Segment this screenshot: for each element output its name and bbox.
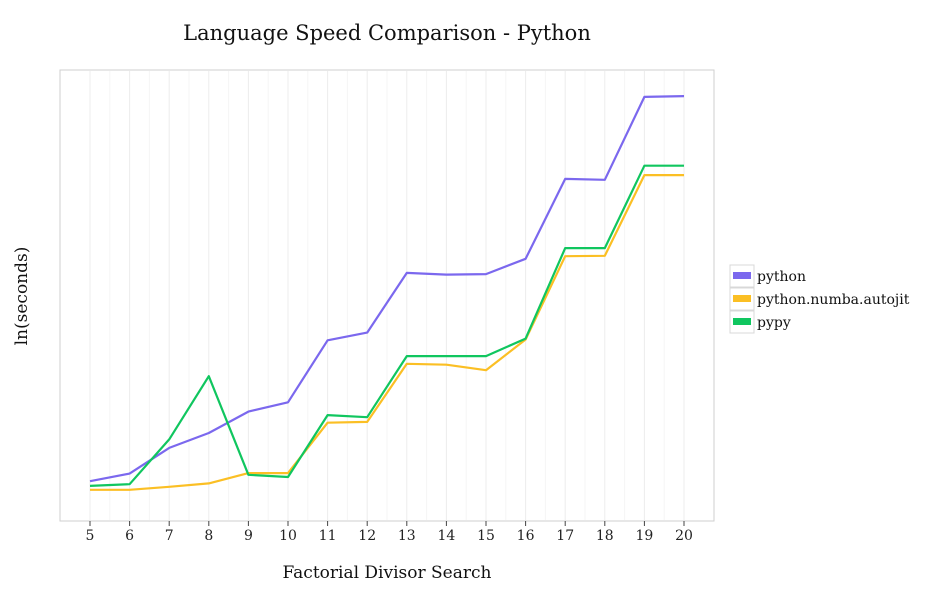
legend-swatch bbox=[733, 272, 751, 279]
x-tick-label: 9 bbox=[244, 528, 253, 544]
series-line-pypy bbox=[89, 164, 684, 487]
x-axis: 5 6 7 8 9 10 11 12 13 14 15 16 17 18 19 20 bbox=[86, 521, 693, 544]
series-line-python bbox=[89, 95, 685, 483]
gridlines bbox=[89, 71, 685, 520]
x-tick-label: 15 bbox=[477, 528, 495, 544]
x-tick-label: 16 bbox=[517, 528, 535, 544]
legend: python python.numba.autojit pypy bbox=[729, 264, 910, 334]
x-tick-label: 8 bbox=[204, 528, 213, 544]
x-tick-label: 19 bbox=[635, 528, 653, 544]
series-lines bbox=[89, 95, 685, 491]
series-line-python-numba-autojit bbox=[90, 174, 684, 491]
x-tick-label: 14 bbox=[437, 528, 455, 544]
legend-label: python bbox=[757, 269, 806, 285]
x-tick-label: 10 bbox=[279, 528, 297, 544]
x-tick-label: 18 bbox=[596, 528, 614, 544]
chart-title: Language Speed Comparison - Python bbox=[183, 21, 591, 45]
plot-area bbox=[59, 69, 715, 522]
legend-swatch bbox=[733, 318, 751, 325]
x-tick-label: 20 bbox=[675, 528, 693, 544]
x-tick-label: 12 bbox=[358, 528, 376, 544]
x-tick-label: 13 bbox=[398, 528, 416, 544]
legend-label: python.numba.autojit bbox=[757, 292, 910, 308]
legend-swatch bbox=[733, 295, 751, 302]
x-tick-label: 5 bbox=[86, 528, 95, 544]
x-tick-label: 7 bbox=[165, 528, 174, 544]
y-axis-title: ln(seconds) bbox=[12, 247, 32, 346]
x-tick-label: 17 bbox=[556, 528, 574, 544]
x-tick-label: 6 bbox=[125, 528, 134, 544]
x-axis-title: Factorial Divisor Search bbox=[283, 563, 492, 583]
legend-label: pypy bbox=[757, 315, 791, 331]
x-tick-label: 11 bbox=[319, 528, 337, 544]
